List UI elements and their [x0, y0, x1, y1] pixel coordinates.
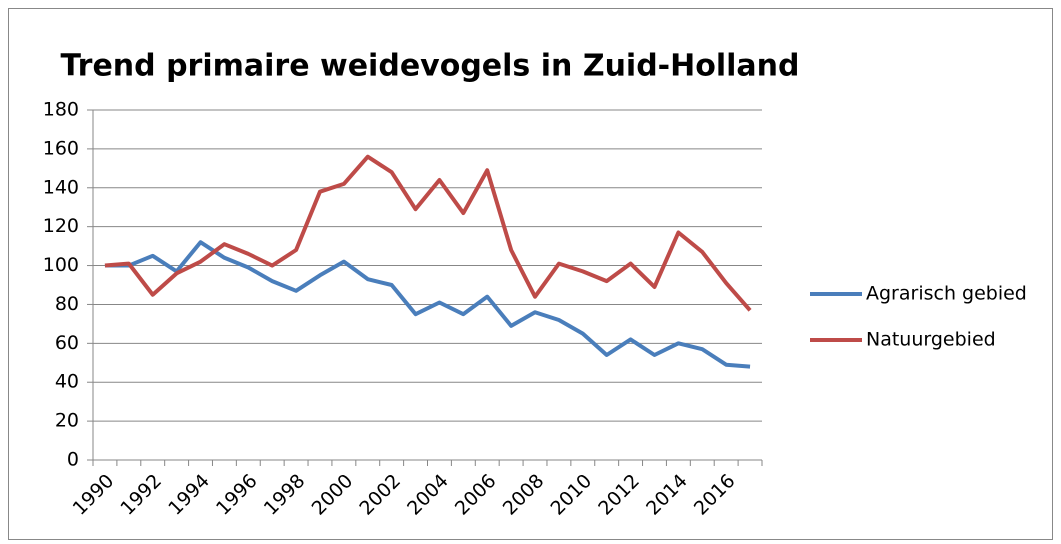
y-tick-label: 40 [55, 371, 79, 393]
chart-title: Trend primaire weidevogels in Zuid-Holla… [60, 49, 799, 84]
series-line [104, 240, 751, 369]
y-tick-label: 80 [55, 293, 79, 315]
y-tick-label: 60 [55, 332, 79, 354]
legend-label: Natuurgebied [866, 329, 996, 351]
y-tick-label: 120 [43, 215, 79, 237]
y-tick-label: 0 [67, 449, 79, 471]
y-tick-label: 160 [43, 137, 79, 159]
series-line [104, 154, 752, 312]
y-tick-label: 140 [43, 176, 79, 198]
y-tick-label: 20 [55, 410, 79, 432]
chart-border [8, 8, 1053, 540]
y-tick-label: 100 [43, 254, 79, 276]
y-tick-label: 180 [43, 99, 79, 121]
legend-label: Agrarisch gebied [866, 283, 1027, 305]
